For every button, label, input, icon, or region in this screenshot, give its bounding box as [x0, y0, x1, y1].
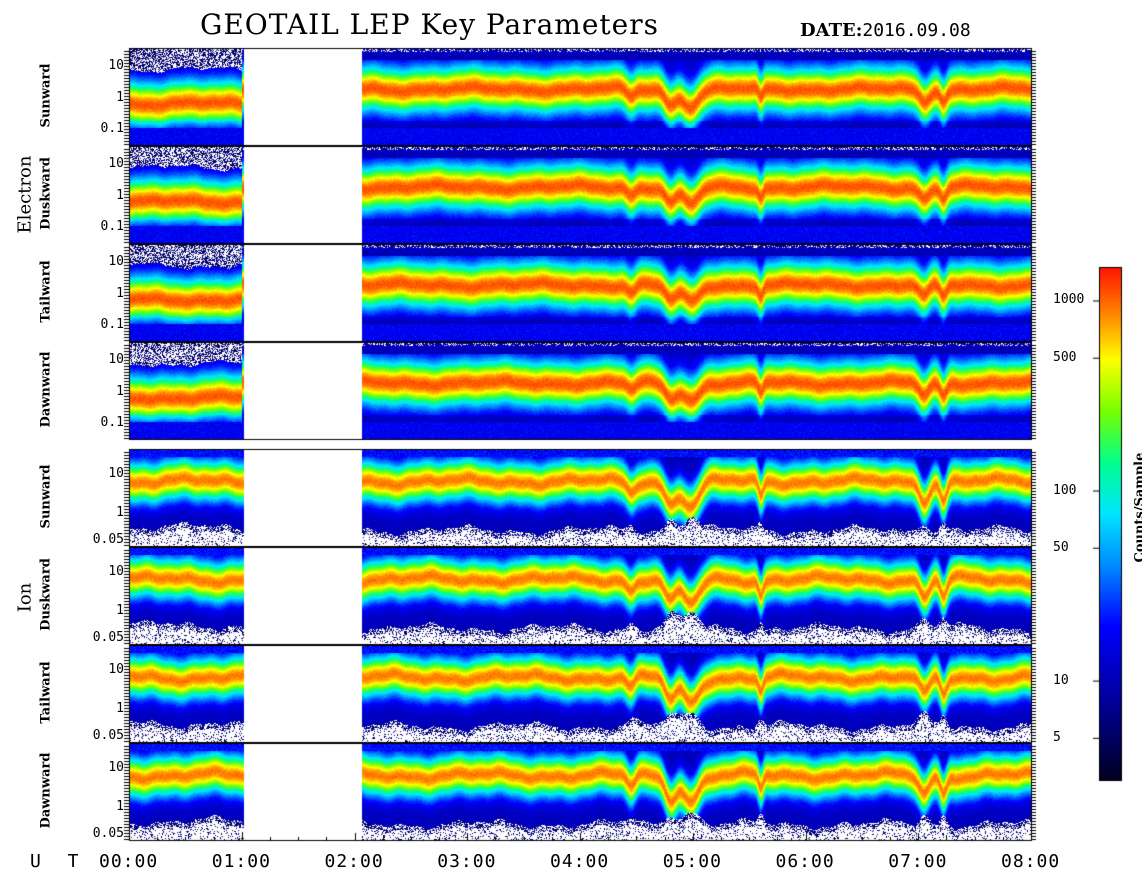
chart-title: GEOTAIL LEP Key Parameters — [200, 8, 659, 41]
y-tick-label: 1 — [116, 798, 124, 814]
y-tick-label: 10 — [108, 760, 124, 776]
x-tick-label: 07:00 — [888, 851, 948, 872]
panel-direction-label: Dawnward — [38, 752, 54, 828]
x-tick-label: 04:00 — [550, 851, 610, 872]
y-tick-label: 0.05 — [92, 532, 124, 548]
panel-direction-label: Sunward — [38, 63, 54, 127]
x-tick-label: 08:00 — [1001, 851, 1061, 872]
x-tick-label: 03:00 — [437, 851, 497, 872]
y-tick-label: 0.05 — [92, 728, 124, 744]
x-tick-label: 05:00 — [662, 851, 722, 872]
y-tick-label: 10 — [108, 352, 124, 368]
y-tick-label: 1 — [116, 602, 124, 618]
y-tick-label: 10 — [108, 564, 124, 580]
y-tick-label: 1 — [116, 504, 124, 520]
colorbar-tick-label: 1000 — [1053, 292, 1085, 308]
date-value: 2016.09.08 — [862, 20, 971, 41]
electron-group-label: Electron — [14, 155, 36, 234]
panel-direction-label: Dawnward — [38, 351, 54, 427]
panel-direction-label: Tailward — [38, 259, 54, 323]
y-tick-label: 0.1 — [100, 415, 124, 431]
x-tick-label: 02:00 — [324, 851, 384, 872]
panel-direction-label: Tailward — [38, 660, 54, 724]
y-tick-label: 10 — [108, 466, 124, 482]
y-tick-label: 0.05 — [92, 630, 124, 646]
ion-group-label: Ion — [14, 582, 36, 613]
colorbar-tick-label: 5 — [1053, 729, 1061, 745]
y-tick-label: 10 — [108, 662, 124, 678]
panel-direction-label: Duskward — [38, 557, 54, 631]
y-tick-label: 0.05 — [92, 826, 124, 842]
y-tick-label: 10 — [108, 254, 124, 270]
date-readout: DATE:2016.09.08 — [800, 20, 971, 41]
time-axis-label: U T — [30, 851, 87, 872]
x-tick-label: 06:00 — [775, 851, 835, 872]
y-tick-label: 1 — [116, 700, 124, 716]
colorbar-label: Counts/Sample — [1132, 452, 1142, 563]
y-tick-label: 10 — [108, 58, 124, 74]
panel-direction-label: Duskward — [38, 156, 54, 230]
y-tick-label: 0.1 — [100, 317, 124, 333]
colorbar-tick-label: 50 — [1053, 539, 1069, 555]
y-tick-label: 1 — [116, 286, 124, 302]
x-tick-label: 01:00 — [211, 851, 271, 872]
y-tick-label: 0.1 — [100, 219, 124, 235]
colorbar-tick-label: 100 — [1053, 482, 1077, 498]
panel-direction-label: Sunward — [38, 464, 54, 528]
y-tick-label: 0.1 — [100, 121, 124, 137]
x-tick-label: 00:00 — [99, 851, 159, 872]
y-tick-label: 1 — [116, 384, 124, 400]
y-tick-label: 1 — [116, 188, 124, 204]
colorbar-tick-label: 500 — [1053, 349, 1077, 365]
y-tick-label: 1 — [116, 90, 124, 106]
date-label: DATE: — [800, 20, 863, 41]
colorbar-tick-label: 10 — [1053, 672, 1069, 688]
y-tick-label: 10 — [108, 156, 124, 172]
